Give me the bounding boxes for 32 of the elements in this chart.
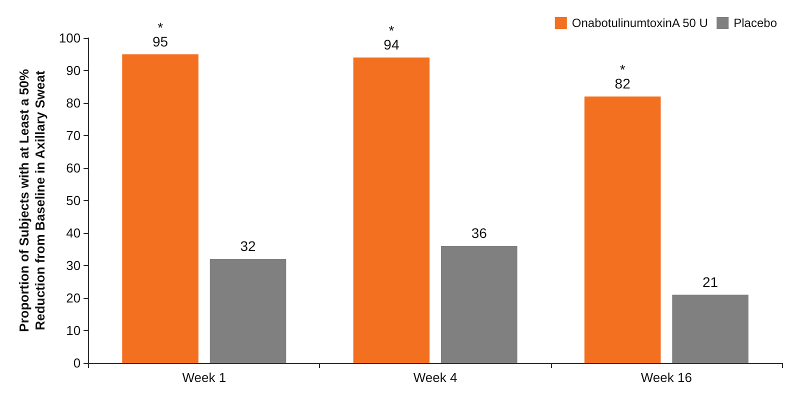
text: * — [158, 19, 164, 36]
bar — [441, 246, 518, 363]
y-axis-title: Proportion of Subjects with at Least a 50% Reduction from Baseline in Axillary Sweat — [16, 68, 48, 332]
y-tick-label: 80 — [66, 96, 81, 110]
y-tick-label: 70 — [66, 128, 81, 143]
x-tick-label: Week 16 — [640, 370, 692, 385]
x-tick-label: Week 4 — [413, 370, 458, 385]
y-tick-label: 50 — [66, 193, 81, 208]
data-label: 95 — [152, 33, 168, 50]
y-tick-label: 30 — [66, 258, 81, 273]
y-tick-label: 10 — [66, 323, 81, 338]
bar — [210, 259, 286, 363]
bar — [672, 294, 748, 363]
data-label: 21 — [702, 274, 718, 290]
y-tick-label: 90 — [66, 63, 81, 78]
x-tick-label: Week 1 — [182, 370, 226, 385]
y-tick-label: 0 — [73, 356, 81, 370]
data-label: 32 — [240, 238, 256, 254]
bar — [353, 58, 430, 363]
legend-label: Placebo — [734, 16, 778, 30]
bar — [584, 96, 661, 363]
y-tick-label: 20 — [66, 290, 81, 306]
y-tick-label: 40 — [66, 226, 81, 240]
annotation: * — [388, 22, 395, 38]
data-label: 36 — [471, 225, 488, 241]
data-label: 82 — [614, 76, 631, 92]
annotation: * — [620, 62, 626, 78]
y-tick-label: 60 — [66, 160, 81, 176]
bar — [122, 54, 198, 363]
legend-label: OnabotulinumtoxinA 50 U — [572, 16, 708, 30]
y-tick-label: 100 — [58, 30, 81, 46]
data-label: 94 — [384, 36, 400, 52]
